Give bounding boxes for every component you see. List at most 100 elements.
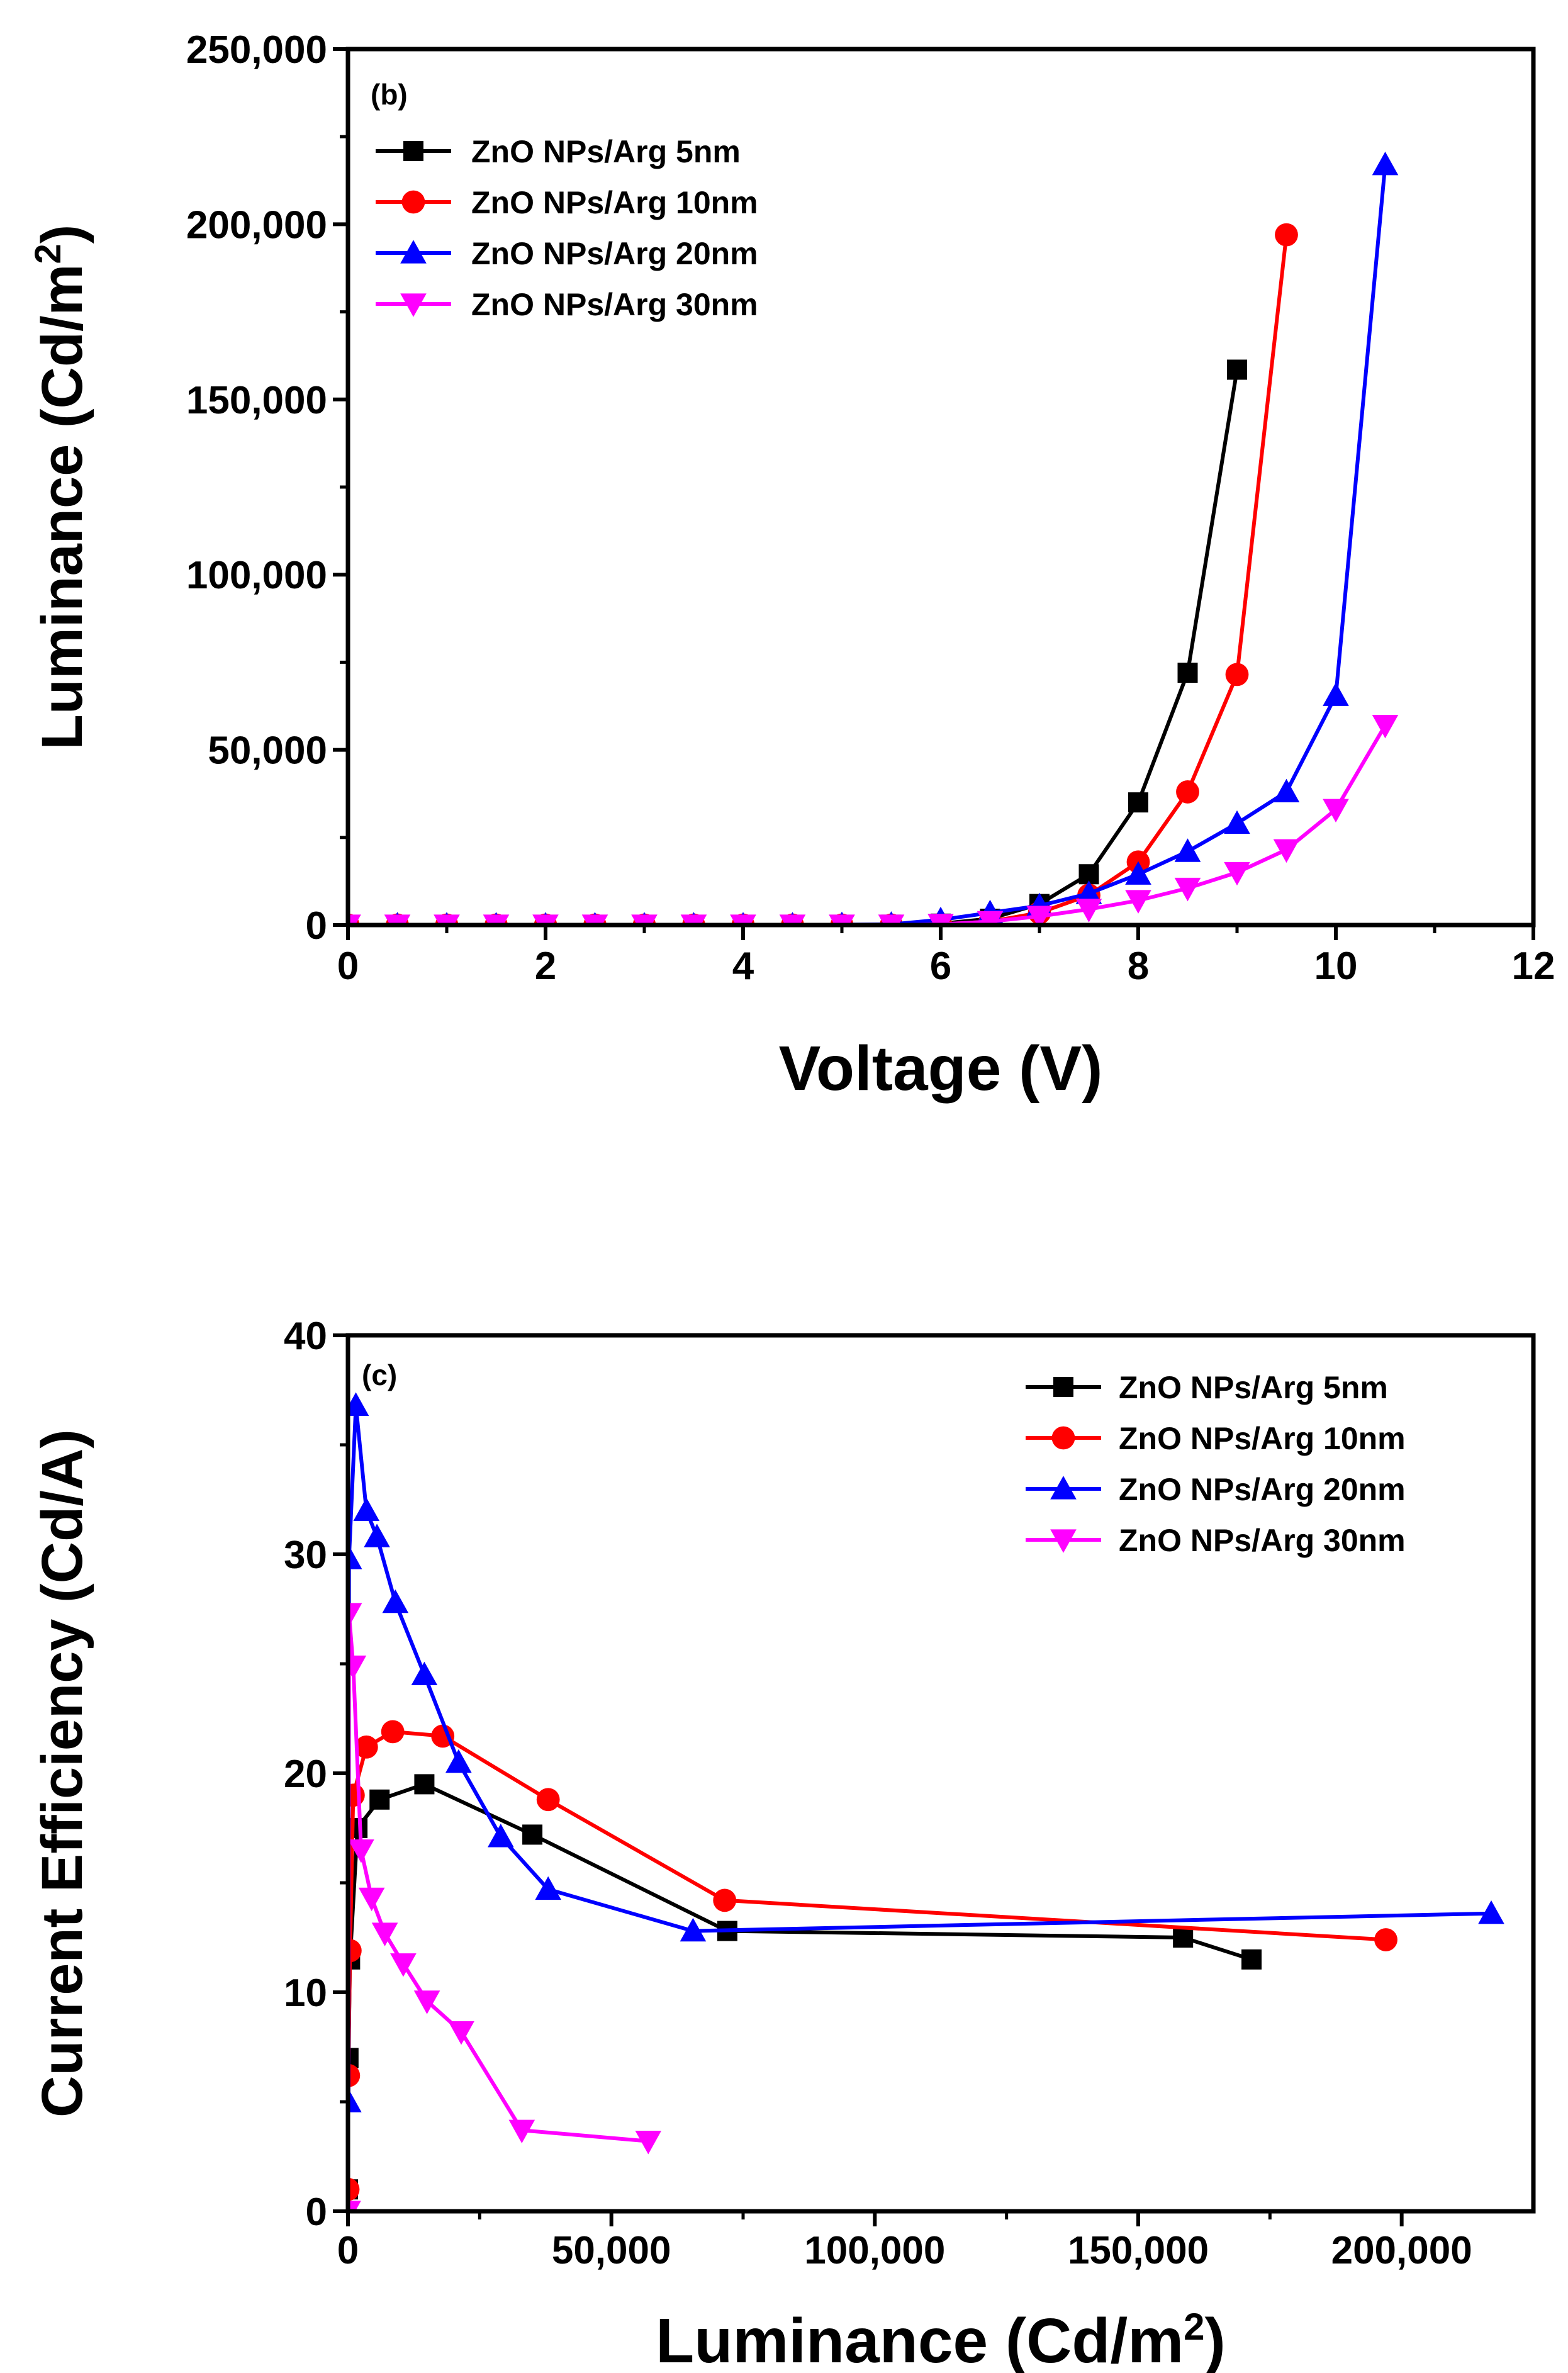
data-point — [680, 1917, 707, 1942]
x-tick-label: 12 — [1512, 945, 1555, 988]
y-axis-title-tail-b: ) — [30, 225, 94, 244]
y-tick-label: 100,000 — [186, 554, 327, 597]
data-point — [348, 1783, 365, 1807]
data-point — [1075, 899, 1102, 923]
data-point — [1224, 861, 1250, 886]
x-tick-label: 8 — [1128, 945, 1149, 988]
y-tick-label: 20 — [284, 1753, 327, 1796]
data-point — [1227, 359, 1247, 380]
ticks-c: 0 50,000 100,000 150,000 200,000 0 10 20 30 40 — [284, 1315, 1472, 2272]
data-point — [369, 1789, 390, 1810]
legend-marker — [1050, 1529, 1077, 1553]
data-point — [354, 1735, 378, 1759]
series-line — [348, 1612, 649, 2211]
panel-label-c: (c) — [362, 1359, 397, 1391]
legend-entry-30nm: ZnO NPs/Arg 30nm — [376, 287, 758, 322]
data-point — [1128, 792, 1148, 813]
data-point — [448, 2021, 474, 2045]
legend-c: ZnO NPs/Arg 5nm ZnO NPs/Arg 10nm ZnO NPs… — [1026, 1370, 1406, 1558]
data-point — [348, 914, 361, 925]
legend-marker — [400, 240, 427, 264]
chart-panel-c: 0 50,000 100,000 150,000 200,000 0 10 20 30 40 (c… — [30, 1315, 1536, 2373]
data-point — [382, 1589, 409, 1613]
data-point — [348, 1655, 367, 1680]
x-axis-title-b: Voltage (V) — [779, 1033, 1103, 1104]
data-point — [1075, 880, 1102, 904]
y-tick-label: 0 — [306, 904, 327, 948]
data-point — [1125, 890, 1151, 914]
series-3 — [348, 714, 1399, 925]
x-tick-label: 0 — [337, 945, 359, 988]
data-point — [1241, 1949, 1262, 1970]
legend-label-30nm: ZnO NPs/Arg 30nm — [1119, 1523, 1406, 1558]
data-point — [348, 1603, 362, 1627]
series-line — [348, 369, 1239, 925]
y-axis-title-main-b: Luminance (Cd/m — [30, 264, 94, 750]
data-point — [532, 914, 559, 925]
y-tick-label: 40 — [284, 1315, 327, 1358]
data-point — [730, 914, 756, 925]
data-point — [1273, 778, 1300, 803]
data-point — [348, 2201, 361, 2211]
legend-entry-30nm: ZnO NPs/Arg 30nm — [1026, 1523, 1406, 1558]
x-tick-label: 10 — [1314, 945, 1358, 988]
legend-b: ZnO NPs/Arg 5nm ZnO NPs/Arg 10nm ZnO NPs… — [376, 134, 758, 322]
data-point — [927, 914, 954, 925]
x-tick-label: 50,000 — [552, 2229, 671, 2272]
data-point — [348, 2177, 360, 2201]
data-point — [1275, 223, 1298, 247]
legend-marker — [401, 190, 425, 214]
chart-panel-b: 0 2 4 6 8 10 12 0 50,000 100,000 150,000 200,000 250… — [28, 28, 1555, 1104]
legend-entry-5nm: ZnO NPs/Arg 5nm — [376, 134, 741, 169]
data-point — [536, 1788, 560, 1812]
data-point — [364, 1523, 390, 1547]
legend-entry-10nm: ZnO NPs/Arg 10nm — [1026, 1421, 1406, 1456]
data-point — [713, 1888, 737, 1912]
legend-label-10nm: ZnO NPs/Arg 10nm — [1119, 1421, 1406, 1456]
x-tick-label: 4 — [732, 945, 754, 988]
data-point — [348, 2063, 361, 2087]
series-2 — [348, 1392, 1504, 2112]
y-axis-title-b: Luminance (Cd/m2) — [28, 225, 94, 750]
data-point — [348, 1392, 369, 1416]
data-point — [1225, 663, 1249, 687]
data-point — [358, 1887, 385, 1912]
series-line — [348, 234, 1289, 925]
y-axis-title-sup-b: 2 — [28, 244, 69, 264]
ticks-b: 0 2 4 6 8 10 12 0 50,000 100,000 150,000 200,000 250… — [186, 28, 1555, 988]
data-point — [581, 914, 608, 925]
x-axis-title-main-c: Luminance (Cd/m — [656, 2306, 1184, 2373]
plot-frame-c — [345, 1333, 1536, 2214]
series-line — [348, 1729, 1386, 2190]
y-tick-label: 50,000 — [208, 729, 327, 773]
panel-label-b: (b) — [371, 78, 408, 111]
data-point — [411, 1661, 438, 1686]
data-point — [1125, 861, 1151, 885]
data-point — [1323, 682, 1349, 706]
legend-entry-20nm: ZnO NPs/Arg 20nm — [376, 236, 758, 271]
data-point — [1177, 663, 1198, 683]
legend-marker — [1053, 1377, 1073, 1397]
data-point — [779, 914, 806, 925]
data-point — [483, 914, 510, 925]
x-tick-label: 2 — [535, 945, 556, 988]
data-point — [348, 2089, 362, 2112]
data-point — [414, 1774, 435, 1795]
series-0 — [348, 359, 1247, 925]
data-point — [348, 1939, 362, 1963]
y-tick-label: 200,000 — [186, 203, 327, 247]
data-point — [508, 2119, 535, 2144]
series-line — [348, 164, 1387, 925]
legend-marker — [1051, 1426, 1075, 1450]
series-0 — [348, 1774, 1262, 2200]
series-3 — [348, 1603, 662, 2211]
legend-marker — [403, 141, 423, 161]
data-point — [635, 2131, 662, 2155]
y-tick-label: 250,000 — [186, 28, 327, 72]
legend-marker — [1050, 1476, 1077, 1500]
x-axis-title-sup-c: 2 — [1184, 2306, 1204, 2348]
y-axis-title-c: Current Efficiency (Cd/A) — [30, 1429, 94, 2118]
legend-label-20nm: ZnO NPs/Arg 20nm — [471, 236, 758, 271]
data-point — [1173, 1927, 1194, 1948]
